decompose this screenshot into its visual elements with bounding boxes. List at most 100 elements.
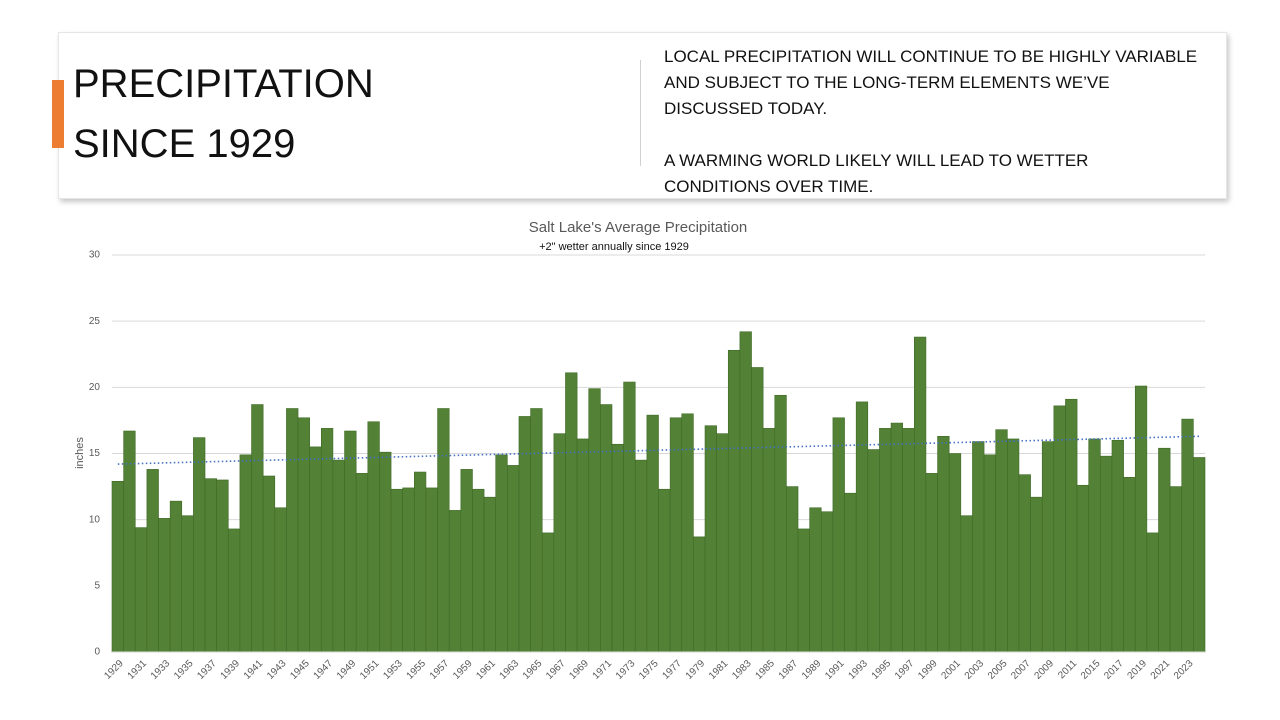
bar [681, 413, 694, 653]
bar [193, 437, 206, 653]
x-tick-label: 2023 [1172, 658, 1196, 682]
bar [390, 488, 403, 653]
chart-title: Salt Lake's Average Precipitation [529, 219, 748, 236]
bar [809, 507, 822, 653]
bar [972, 441, 985, 653]
text-line: DISCUSSED TODAY. [664, 99, 828, 118]
divider [640, 60, 641, 166]
bar [646, 414, 659, 653]
accent-bar [52, 80, 64, 148]
x-tick-label: 1993 [846, 658, 870, 682]
y-tick-label: 25 [89, 316, 101, 327]
x-tick-label: 1995 [870, 658, 894, 682]
bar [855, 401, 869, 653]
x-tick-label: 1935 [172, 658, 196, 682]
x-tick-label: 1965 [521, 658, 545, 682]
bar [1088, 438, 1101, 653]
bar [472, 488, 485, 653]
bar [1100, 455, 1113, 653]
bar [600, 404, 613, 653]
x-tick-label: 2009 [1033, 658, 1057, 682]
bar [1030, 496, 1043, 653]
bar [611, 443, 624, 653]
bar [1018, 474, 1031, 653]
bar [379, 451, 392, 653]
chart-subtitle: +2" wetter annually since 1929 [539, 241, 689, 253]
x-tick-label: 1945 [288, 658, 312, 682]
bar [948, 453, 962, 653]
text-line: AND SUBJECT TO THE LONG-TERM ELEMENTS WE… [664, 73, 1110, 92]
title-line: PRECIPITATION [73, 62, 374, 106]
bar [1146, 532, 1159, 653]
bar [1076, 484, 1090, 653]
title-line: SINCE 1929 [73, 122, 296, 166]
x-tick-label: 2005 [986, 658, 1010, 682]
y-tick-label: 15 [89, 448, 101, 459]
x-tick-label: 2007 [1009, 658, 1033, 682]
bar [716, 433, 729, 653]
x-tick-label: 2019 [1126, 658, 1150, 682]
x-tick-label: 1963 [498, 658, 522, 682]
bar [414, 471, 427, 653]
bar [658, 488, 671, 653]
bar [1053, 405, 1066, 653]
bar [879, 428, 892, 653]
x-tick-label: 2011 [1056, 658, 1079, 681]
bar [309, 446, 322, 653]
x-tick-label: 1933 [149, 658, 173, 682]
bar [704, 425, 717, 653]
bar [565, 372, 578, 653]
bar [134, 527, 148, 653]
bar [251, 404, 264, 653]
y-axis-label: inches [74, 437, 86, 469]
bar [1193, 457, 1206, 653]
bar [518, 416, 531, 653]
x-tick-label: 1953 [381, 658, 405, 682]
x-tick-label: 1967 [544, 658, 568, 682]
x-tick-label: 1973 [614, 658, 638, 682]
body-text: LOCAL PRECIPITATION WILL CONTINUE TO BE … [664, 44, 1197, 226]
x-tick-label: 1987 [777, 658, 801, 682]
y-tick-label: 30 [89, 250, 101, 261]
bar [820, 511, 834, 653]
bar [158, 518, 171, 653]
bar [925, 473, 938, 653]
bar [530, 408, 543, 653]
bar [867, 449, 880, 653]
bar [588, 388, 601, 653]
text-line: CONDITIONS OVER TIME. [664, 177, 874, 196]
bar [902, 428, 915, 653]
bar [146, 469, 159, 653]
x-tick-label: 1941 [242, 658, 266, 682]
x-tick-label: 1929 [102, 658, 126, 682]
x-tick-label: 1955 [405, 658, 429, 682]
bar [367, 421, 380, 653]
bar [239, 454, 252, 653]
bar [332, 459, 345, 653]
x-tick-label: 1997 [893, 658, 917, 682]
bar [402, 487, 415, 653]
trend-line [117, 435, 1200, 465]
bar [111, 480, 124, 653]
bar [1134, 385, 1148, 653]
bar [844, 492, 857, 653]
bar [669, 417, 683, 653]
bar [541, 532, 555, 653]
slide-title: PRECIPITATION SINCE 1929 [73, 54, 374, 174]
paragraph: LOCAL PRECIPITATION WILL CONTINUE TO BE … [664, 44, 1197, 122]
bar [1041, 441, 1055, 653]
bar [890, 422, 903, 653]
bar [1111, 439, 1124, 653]
bar [344, 430, 357, 653]
bar [425, 487, 438, 653]
bar [507, 465, 520, 653]
bar [832, 417, 845, 653]
bar [623, 381, 636, 653]
x-tick-label: 2015 [1079, 658, 1103, 682]
header-box [58, 32, 1227, 199]
bar [739, 331, 752, 653]
text-line: A WARMING WORLD LIKELY WILL LEAD TO WETT… [664, 151, 1089, 170]
bar [320, 428, 334, 653]
bar [693, 536, 706, 653]
